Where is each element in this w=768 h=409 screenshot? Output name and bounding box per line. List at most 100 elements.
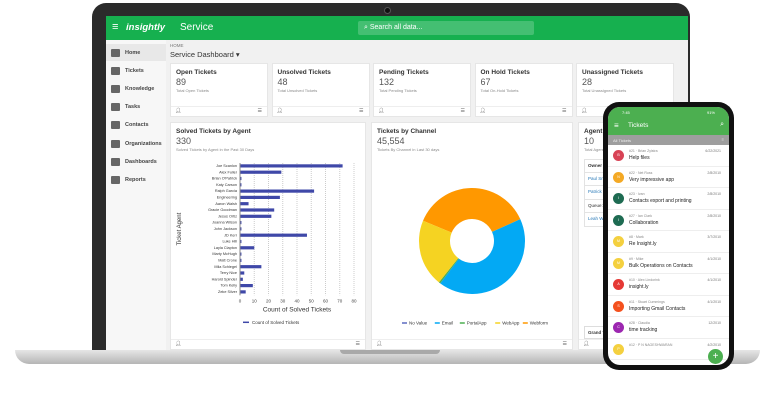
sidebar-item-organizations[interactable]: Organizations: [106, 135, 166, 152]
card-subtitle: Tickets By Channel in Last 30 days: [377, 147, 440, 152]
search-icon: ⌕: [364, 24, 370, 31]
list-icon[interactable]: ☰: [359, 108, 364, 114]
hamburger-menu-icon[interactable]: ≡: [112, 21, 119, 33]
sidebar-item-reports[interactable]: Reports: [106, 171, 166, 188]
bar[interactable]: [240, 265, 262, 269]
bar[interactable]: [240, 271, 245, 275]
bar[interactable]: [240, 246, 255, 250]
ticket-list-item[interactable]: M #9 · Mike Bulk Operations on Contacts 4/1…: [608, 253, 729, 274]
add-ticket-button[interactable]: +: [708, 349, 723, 364]
x-tick-label: 70: [337, 298, 343, 303]
page-title[interactable]: Service Dashboard ▾: [170, 50, 240, 59]
user-icon[interactable]: 👤︎: [378, 108, 385, 114]
bar[interactable]: [240, 290, 246, 294]
ticket-list-item[interactable]: I #23 · Ivan Contacts export and printing 2…: [608, 188, 729, 210]
x-tick-label: 10: [252, 298, 258, 303]
bar[interactable]: [240, 189, 315, 193]
legend-label[interactable]: No Value: [409, 321, 428, 326]
y-tick-label: Joe Scanlon: [216, 164, 237, 168]
x-tick-label: 20: [266, 298, 272, 303]
reports-icon: [111, 175, 120, 184]
search-icon[interactable]: ⌕: [720, 121, 724, 128]
bar[interactable]: [240, 164, 343, 168]
ticket-list-item[interactable]: I #27 · Ian Clark Collaboration 2/8/2010: [608, 210, 729, 231]
ticket-list-item[interactable]: M #8 · Mark Re Insight.ly 3/7/2010: [608, 231, 729, 253]
legend-label[interactable]: Email: [442, 321, 453, 326]
breadcrumb[interactable]: HOME: [170, 43, 184, 48]
bar[interactable]: [240, 170, 282, 174]
user-icon[interactable]: 👤︎: [175, 108, 182, 114]
bar[interactable]: [240, 258, 242, 262]
hamburger-menu-icon[interactable]: ≡: [614, 121, 619, 130]
ticket-date: 3/7/2010: [707, 235, 721, 239]
sidebar-item-contacts[interactable]: Contacts: [106, 117, 166, 134]
ticket-date: 4/2/2010: [707, 342, 721, 347]
user-icon[interactable]: 👤︎: [276, 108, 283, 114]
bar[interactable]: [240, 195, 280, 199]
ticket-meta: #12 · P N NAGESHWARAN: [629, 342, 673, 347]
avatar: M: [613, 257, 624, 269]
list-icon[interactable]: ☰: [355, 341, 360, 347]
list-icon[interactable]: ☰: [257, 108, 262, 114]
ticket-list-item[interactable]: P #12 · P N NAGESHWARAN 4/2/2010: [608, 339, 729, 360]
user-icon[interactable]: 👤︎: [175, 341, 182, 347]
y-tick-label: Gracie Goodman: [208, 208, 237, 212]
pie-slice-email[interactable]: [440, 219, 525, 294]
sidebar-item-dashboards[interactable]: Dashboards: [106, 153, 166, 170]
avatar: S: [613, 300, 624, 312]
legend-label[interactable]: WebApp: [502, 321, 520, 326]
kpi-card[interactable]: On Hold Tickets 67 Total On-Hold Tickets 👤︎…: [474, 63, 573, 117]
avatar: B: [613, 150, 624, 161]
filter-bar[interactable]: All Tickets ≡: [608, 135, 729, 145]
ticket-list-item[interactable]: C #28 · Claudia time tracking 12/2010: [608, 317, 729, 339]
list-icon[interactable]: ☰: [562, 108, 567, 114]
tickets-icon: [111, 66, 120, 75]
user-icon[interactable]: 👤︎: [581, 108, 588, 114]
avatar: A: [613, 279, 624, 290]
kpi-title: Pending Tickets: [379, 69, 429, 76]
sidebar-item-knowledge[interactable]: Knowledge: [106, 80, 166, 97]
legend-label[interactable]: PortalApp: [467, 321, 487, 326]
laptop-base: [15, 350, 760, 364]
logo[interactable]: insightly: [126, 22, 166, 33]
list-icon[interactable]: ☰: [460, 108, 465, 114]
bar[interactable]: [240, 252, 242, 256]
bar[interactable]: [240, 277, 243, 281]
kpi-card[interactable]: Open Tickets 89 Total Open Tickets 👤︎ ☰: [170, 63, 268, 117]
ticket-list-item[interactable]: A #10 · Alex Lindorink insight.ly 4/1/2010: [608, 274, 729, 296]
sidebar-item-tasks[interactable]: Tasks: [106, 99, 166, 116]
ticket-list-item[interactable]: N #22 · Net Russ Very impressive app 2/8/20…: [608, 167, 729, 188]
bar[interactable]: [240, 202, 249, 206]
card-total: 10: [584, 136, 595, 146]
pie-slice-webform[interactable]: [423, 188, 521, 233]
pie-slice-webapp[interactable]: [419, 220, 459, 283]
pie-slice-portalapp[interactable]: [438, 258, 459, 284]
bar[interactable]: [240, 183, 242, 187]
user-icon[interactable]: 👤︎: [479, 108, 486, 114]
ticket-list-item[interactable]: S #11 · Stuart Cummings Importing Gmail Co…: [608, 296, 729, 317]
bar[interactable]: [240, 227, 242, 231]
bar[interactable]: [240, 176, 242, 181]
ticket-meta: #23 · Ivan: [629, 192, 645, 196]
kpi-card[interactable]: Unsolved Tickets 48 Total Unsolved Tickets…: [271, 63, 370, 117]
bar[interactable]: [240, 233, 307, 237]
legend-label[interactable]: Webform: [530, 321, 548, 326]
ticket-title: Importing Gmail Contacts: [629, 305, 686, 312]
bar[interactable]: [240, 284, 253, 288]
sidebar-item-home[interactable]: Home: [106, 44, 166, 61]
kpi-card[interactable]: Pending Tickets 132 Total Pending Tickets 👤…: [373, 63, 471, 117]
kpi-value: 67: [480, 77, 491, 87]
ticket-list-item[interactable]: B #21 · Brian Zylstra Help files 6/22/2021: [608, 145, 729, 167]
user-icon[interactable]: 👤︎: [376, 341, 383, 347]
bar[interactable]: [240, 239, 242, 244]
list-icon[interactable]: ☰: [562, 341, 567, 347]
ticket-date: 2/8/2010: [707, 192, 721, 196]
bar[interactable]: [240, 208, 275, 212]
bar[interactable]: [240, 214, 272, 218]
sidebar-item-tickets[interactable]: Tickets: [106, 62, 166, 79]
search-input[interactable]: ⌕ Search all data...: [358, 21, 534, 35]
bar[interactable]: [240, 221, 242, 225]
user-icon[interactable]: 👤︎: [583, 341, 590, 347]
sort-icon[interactable]: ≡: [721, 137, 724, 142]
y-tick-label: Terry Nice: [220, 271, 237, 275]
